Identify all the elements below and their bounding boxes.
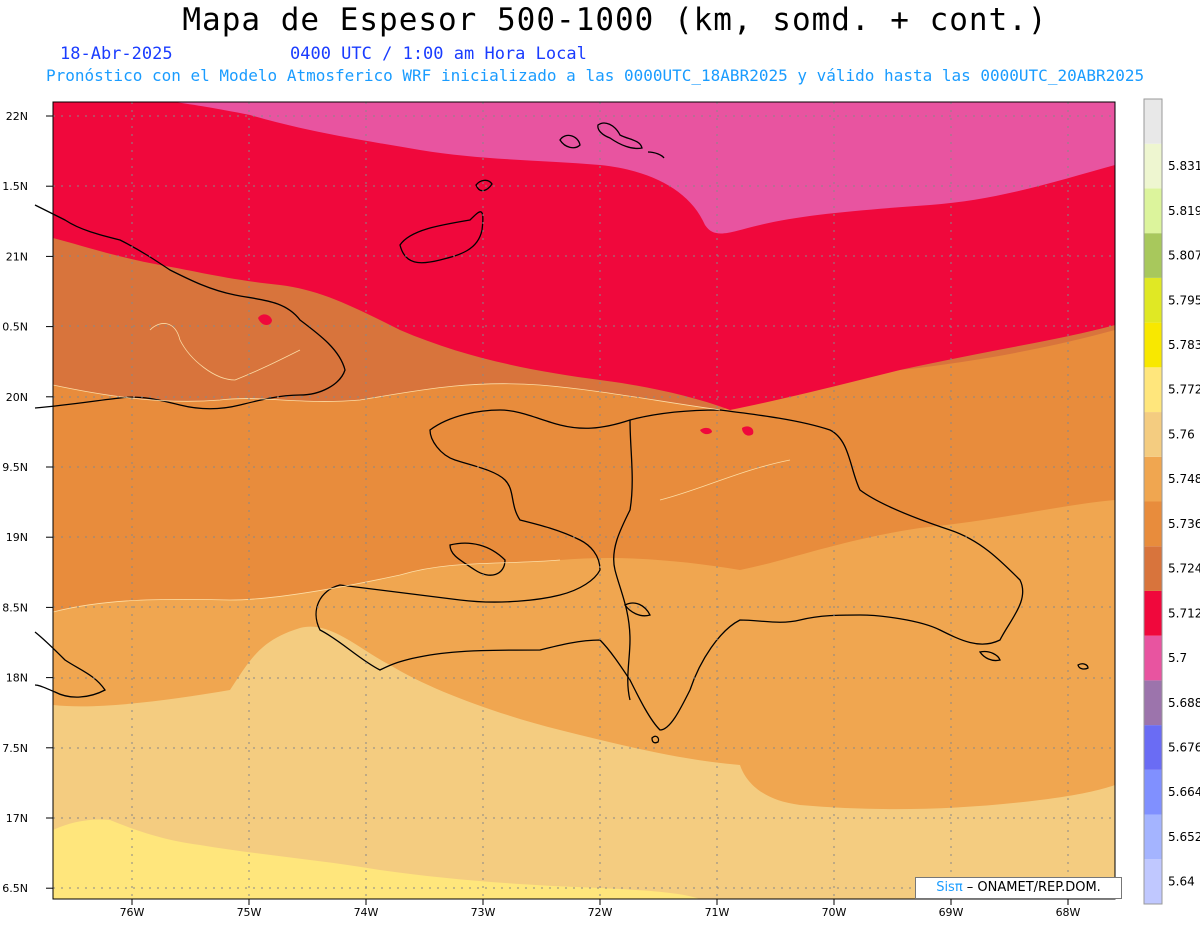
colorbar-label: 5.712 xyxy=(1168,606,1200,620)
colorbar-label: 5.664 xyxy=(1168,785,1200,799)
colorbar-swatch xyxy=(1144,501,1162,547)
colorbar-swatch xyxy=(1144,322,1162,368)
colorbar-label: 5.64 xyxy=(1168,875,1195,889)
colorbar-label: 5.724 xyxy=(1168,562,1200,576)
credit-text: – ONAMET/REP.DOM. xyxy=(962,880,1101,895)
colorbar-swatch xyxy=(1144,277,1162,323)
colorbar-swatch xyxy=(1144,367,1162,413)
lon-label: 71W xyxy=(705,906,730,919)
colorbar-swatch xyxy=(1144,143,1162,189)
colorbar-swatch xyxy=(1144,635,1162,681)
lat-label: 8.5N xyxy=(2,601,28,614)
credit-box: Sisπ – ONAMET/REP.DOM. xyxy=(915,877,1122,899)
lat-label: 17N xyxy=(6,812,28,825)
colorbar-swatch xyxy=(1144,546,1162,591)
colorbar-label: 5.795 xyxy=(1168,293,1200,307)
colorbar-label: 5.688 xyxy=(1168,696,1200,710)
lon-label: 70W xyxy=(822,906,847,919)
lat-label: 21N xyxy=(6,250,28,263)
lon-label: 68W xyxy=(1056,906,1081,919)
colorbar-label: 5.76 xyxy=(1168,427,1195,441)
lon-label: 76W xyxy=(120,906,145,919)
colorbar-label: 5.652 xyxy=(1168,830,1200,844)
colorbar-swatch xyxy=(1144,680,1162,726)
lat-label: 6.5N xyxy=(2,882,28,895)
colorbar-swatch xyxy=(1144,769,1162,815)
longitude-labels: 76W 75W 74W 73W 72W 71W 70W 69W 68W xyxy=(120,899,1081,919)
colorbar-label: 5.783 xyxy=(1168,338,1200,352)
map-title: Mapa de Espesor 500-1000 (km, somd. + co… xyxy=(182,2,1048,38)
latitude-labels: 22N—1.5N—21N—0.5N—20N—9.5N—19N—8.5N—18N—… xyxy=(2,110,53,895)
colorbar-swatch xyxy=(1144,99,1162,144)
lat-label: 9.5N xyxy=(2,461,28,474)
lat-label: 0.5N xyxy=(2,321,28,334)
lat-label: 19N xyxy=(6,531,28,544)
forecast-time: 0400 UTC / 1:00 am Hora Local xyxy=(290,44,587,64)
map-area xyxy=(34,101,1116,900)
colorbar: 5.64 5.652 5.664 5.676 5.688 5.7 5.712 5.724 5.7… xyxy=(1143,98,1200,905)
colorbar-label: 5.831 xyxy=(1168,159,1200,173)
colorbar-swatch xyxy=(1144,725,1162,770)
lat-label: 22N xyxy=(6,110,28,123)
colorbar-label: 5.7 xyxy=(1168,651,1187,665)
colorbar-label: 5.807 xyxy=(1168,249,1200,263)
forecast-date: 18-Abr-2025 xyxy=(60,44,173,64)
colorbar-label: 5.736 xyxy=(1168,517,1200,531)
colorbar-swatch xyxy=(1144,590,1162,636)
lat-label: 20N xyxy=(6,391,28,404)
graticule xyxy=(53,102,1115,899)
forecast-subtitle: Pronóstico con el Modelo Atmosferico WRF… xyxy=(46,66,1145,85)
colorbar-swatch xyxy=(1144,233,1162,278)
colorbar-swatch xyxy=(1144,456,1162,502)
lon-label: 74W xyxy=(354,906,379,919)
lon-label: 72W xyxy=(588,906,613,919)
lon-label: 75W xyxy=(237,906,262,919)
colorbar-swatch xyxy=(1144,188,1162,234)
colorbar-swatch xyxy=(1144,859,1162,904)
lat-label: 1.5N xyxy=(2,180,28,193)
colorbar-label: 5.676 xyxy=(1168,740,1200,754)
lat-label: 18N xyxy=(6,672,28,685)
lon-label: 69W xyxy=(939,906,964,919)
pi-symbol: π xyxy=(954,880,963,895)
colorbar-swatch xyxy=(1144,412,1162,457)
sis-logo: Sis xyxy=(936,880,955,895)
lon-label: 73W xyxy=(471,906,496,919)
colorbar-swatch xyxy=(1144,814,1162,860)
colorbar-label: 5.748 xyxy=(1168,472,1200,486)
colorbar-border xyxy=(1143,98,1163,905)
colorbar-label: 5.819 xyxy=(1168,204,1200,218)
lat-label: 7.5N xyxy=(2,742,28,755)
colorbar-label: 5.772 xyxy=(1168,383,1200,397)
